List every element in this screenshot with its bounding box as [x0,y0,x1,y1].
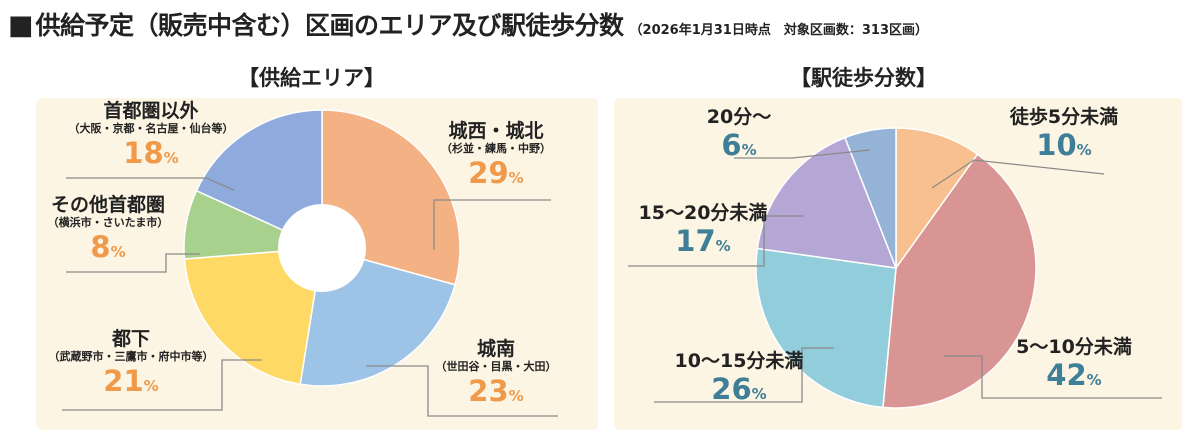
value-shutoken-igai: 18 [123,136,164,170]
label-15to20-percent: 17% [618,224,788,263]
value-sonota: 8 [90,230,111,264]
label-tokka: 都下 （武蔵野市・三鷹市・府中市等） 21% [41,328,221,403]
label-joseijohoku-name: 城西・城北 [448,120,544,142]
supply-area-donut [62,109,558,417]
label-jonan-percent: 23% [416,374,576,413]
label-5to10: 5～10分未満 42% [994,336,1154,397]
label-over20-percent: 6% [694,128,784,167]
title-note: （2026年1月31日時点 対象区画数：313区画） [629,23,928,38]
walk-minutes-panel: 20分～ 6% 15～20分未満 17% 10～15分未満 26% 徒歩5分未満… [614,98,1182,430]
unit-10to15: % [751,385,767,403]
label-sonota-sub: （横浜市・さいたま市） [47,216,169,229]
label-under5-name: 徒歩5分未満 [1009,106,1119,128]
walk-minutes-pie [628,127,1162,409]
unit-jonan: % [508,387,524,405]
walk-slice-4 [843,127,897,269]
leader-line-shutoken-igai [66,177,235,191]
supply-area-panel: 首都圏以外 （大阪・京都・名古屋・仙台等） 18% その他首都圏 （横浜市・さい… [36,98,598,430]
leader-line-5to10 [944,355,1162,399]
label-tokka-percent: 21% [41,364,221,403]
leader-lines [628,149,1162,403]
label-sonota: その他首都圏 （横浜市・さいたま市） 8% [38,194,178,269]
leader-line-over20 [734,149,871,159]
leader-line-15to20 [628,215,804,267]
walk-slice-3 [756,136,898,269]
label-15to20: 15～20分未満 17% [618,202,788,263]
label-sonota-percent: 8% [38,230,178,269]
label-sonota-name: その他首都圏 [50,194,165,216]
value-joseijohoku: 29 [468,156,509,190]
value-10to15: 26 [711,372,752,406]
donut-hole [278,204,366,292]
label-5to10-percent: 42% [994,358,1154,397]
walk-slice-2 [755,247,897,409]
value-15to20: 17 [675,224,716,258]
label-10to15-name: 10～15分未満 [674,350,804,372]
leader-line-10to15 [654,347,834,403]
unit-over20: % [741,141,757,159]
label-15to20-name: 15～20分未満 [638,202,768,224]
label-5to10-name: 5～10分未満 [1016,336,1132,358]
value-under5: 10 [1036,128,1077,162]
label-shutoken-igai: 首都圏以外 （大阪・京都・名古屋・仙台等） 18% [51,100,251,175]
label-10to15-percent: 26% [654,372,824,411]
unit-tokka: % [143,377,159,395]
value-5to10: 42 [1046,358,1087,392]
walk-slice-1 [882,153,1037,409]
label-10to15: 10～15分未満 26% [654,350,824,411]
leader-line-jonan [366,365,558,417]
label-over20-name: 20分～ [706,106,772,128]
value-tokka: 21 [103,364,144,398]
value-over20: 6 [721,128,742,162]
leader-line-under5 [931,159,1105,189]
label-joseijohoku: 城西・城北 （杉並・練馬・中野） 29% [416,120,576,195]
title-square-icon: ■ [8,10,34,41]
area-slice-2 [183,247,323,386]
leader-line-sonota [66,253,200,273]
label-over20: 20分～ 6% [694,106,784,167]
leader-line-joseijohoku [433,199,551,250]
page-title: ■ 供給予定（販売中含む）区画のエリア及び駅徒歩分数 （2026年1月31日時点… [8,6,928,41]
leader-lines [62,177,558,417]
left-chart-title: 【供給エリア】 [238,66,385,90]
label-shutoken-igai-percent: 18% [51,136,251,175]
unit-sonota: % [110,243,126,261]
label-jonan-sub: （世田谷・目黒・大田） [435,360,557,373]
label-tokka-name: 都下 [111,328,150,350]
label-jonan-name: 城南 [476,338,515,360]
unit-shutoken-igai: % [163,149,179,167]
label-joseijohoku-percent: 29% [416,156,576,195]
label-tokka-sub: （武蔵野市・三鷹市・府中市等） [48,350,214,363]
label-joseijohoku-sub: （杉並・練馬・中野） [441,142,551,155]
unit-under5: % [1076,141,1092,159]
value-jonan: 23 [468,374,509,408]
label-under5-percent: 10% [984,128,1144,167]
title-main: 供給予定（販売中含む）区画のエリア及び駅徒歩分数 [35,11,625,40]
leader-line-tokka [62,359,262,411]
unit-15to20: % [715,237,731,255]
label-under5: 徒歩5分未満 10% [984,106,1144,167]
unit-joseijohoku: % [508,169,524,187]
label-shutoken-igai-name: 首都圏以外 [103,100,199,122]
right-chart-title: 【駅徒歩分数】 [790,66,937,90]
unit-5to10: % [1086,371,1102,389]
label-jonan: 城南 （世田谷・目黒・大田） 23% [416,338,576,413]
label-shutoken-igai-sub: （大阪・京都・名古屋・仙台等） [68,122,234,135]
walk-slice-0 [895,127,979,271]
